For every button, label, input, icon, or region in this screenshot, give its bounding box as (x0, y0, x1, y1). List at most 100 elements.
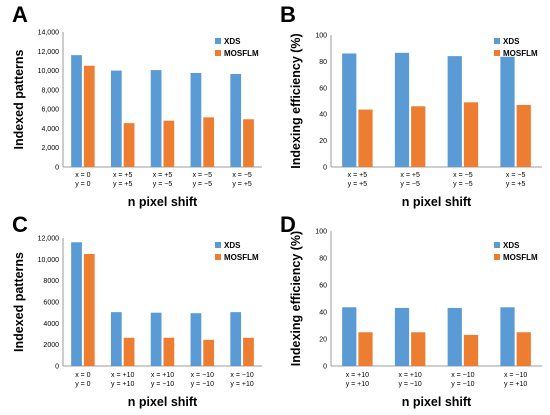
category-label: x = +10 (111, 372, 134, 379)
bar-xds (230, 73, 242, 167)
category-label: x = +5 (348, 172, 368, 179)
y-tick-label: 60 (319, 85, 327, 92)
category-label: x = −10 (451, 372, 474, 379)
category-label: x = −10 (230, 372, 253, 379)
bar-mosflm (358, 109, 373, 167)
legend-label-mosflm: MOSFLM (224, 253, 259, 262)
category-label: y = +5 (113, 181, 133, 188)
y-tick-label: 60 (319, 283, 327, 290)
category-label: x = 0 (75, 372, 90, 379)
y-tick-label: 2000 (43, 342, 59, 349)
y-axis-label: Indexing efficiency (%) (289, 33, 303, 168)
category-label: y = +10 (346, 381, 369, 388)
category-label: y = +10 (111, 381, 134, 388)
category-label: y = 0 (75, 181, 90, 188)
panel-letter: A (12, 2, 28, 27)
category-label: x = +10 (151, 372, 174, 379)
category-label: y = +5 (348, 181, 368, 188)
y-tick-label: 100 (315, 33, 327, 40)
bar-mosflm (358, 332, 373, 366)
category-label: y = −5 (400, 181, 420, 188)
legend-label-xds: XDS (224, 37, 241, 46)
category-label: y = 0 (75, 381, 90, 388)
legend-label-mosflm: MOSFLM (503, 253, 538, 262)
y-tick-label: 12,000 (38, 236, 60, 243)
x-axis-label: n pixel shift (402, 395, 472, 409)
bar-mosflm (411, 106, 426, 167)
legend-swatch-xds (215, 242, 221, 248)
legend-label-xds: XDS (503, 241, 520, 250)
y-tick-label: 2,000 (41, 145, 59, 152)
bar-mosflm (203, 339, 215, 366)
bar-xds (71, 55, 82, 168)
y-tick-label: 40 (319, 310, 327, 317)
y-tick-label: 10,000 (38, 257, 60, 264)
chart-panel-a: A 0 2,000 4,000 6,000 8,000 10,000 12,000 14,000… (12, 2, 262, 209)
category-label: x = +5 (153, 172, 173, 179)
bar-xds (342, 53, 357, 168)
bar-mosflm (123, 337, 135, 366)
legend-label-mosflm: MOSFLM (503, 49, 538, 58)
bar-mosflm (203, 117, 215, 167)
bar-xds (190, 72, 202, 167)
bar-mosflm (83, 254, 95, 366)
y-axis-label: Indexing efficiency (%) (289, 231, 303, 366)
category-label: x = −5 (232, 172, 252, 179)
bar-xds (150, 312, 162, 366)
bar-mosflm (516, 332, 531, 366)
y-tick-label: 0 (55, 165, 59, 172)
legend-swatch-mosflm (215, 50, 221, 56)
bar-xds (150, 70, 162, 167)
legend-swatch-xds (494, 242, 500, 248)
legend-swatch-mosflm (494, 254, 500, 260)
bar-mosflm (463, 334, 479, 366)
y-tick-label: 8000 (43, 278, 59, 285)
category-label: y = −10 (191, 381, 214, 388)
panel-letter: B (280, 2, 296, 27)
category-label: y = +10 (504, 381, 527, 388)
y-tick-label: 14,000 (38, 30, 60, 37)
bar-xds (394, 52, 410, 167)
category-label: x = 0 (75, 172, 90, 179)
category-label: y = −5 (453, 181, 473, 188)
bar-mosflm (463, 102, 479, 167)
x-axis-label: n pixel shift (128, 395, 198, 409)
y-tick-label: 20 (319, 337, 327, 344)
category-label: y = −5 (193, 181, 213, 188)
category-label: x = −10 (504, 372, 527, 379)
category-label: x = +5 (400, 172, 420, 179)
category-label: x = −5 (453, 172, 473, 179)
panel-letter: D (280, 212, 296, 237)
legend-label-xds: XDS (503, 37, 520, 46)
y-tick-label: 8,000 (41, 87, 59, 94)
y-tick-label: 80 (319, 256, 327, 263)
bar-mosflm (163, 337, 175, 366)
y-tick-label: 10,000 (38, 68, 60, 75)
bar-xds (500, 56, 515, 167)
category-label: x = −5 (193, 172, 213, 179)
bar-mosflm (243, 337, 254, 366)
bar-xds (110, 70, 122, 167)
category-label: y = −10 (451, 381, 474, 388)
bar-mosflm (83, 65, 95, 167)
bar-xds (500, 307, 515, 366)
legend-swatch-xds (215, 38, 221, 44)
y-tick-label: 6,000 (41, 107, 59, 114)
y-tick-label: 0 (55, 364, 59, 371)
bar-xds (190, 313, 202, 366)
y-tick-label: 40 (319, 112, 327, 119)
y-tick-label: 4000 (43, 321, 59, 328)
x-axis-label: n pixel shift (128, 195, 198, 209)
bar-xds (447, 307, 462, 366)
bar-xds (110, 312, 122, 366)
legend-label-xds: XDS (224, 241, 241, 250)
bar-mosflm (243, 119, 254, 167)
y-tick-label: 6000 (43, 300, 59, 307)
category-label: y = +5 (506, 181, 526, 188)
category-label: x = +10 (398, 372, 421, 379)
category-label: x = −10 (191, 372, 214, 379)
y-axis-label: Indexed patterns (12, 252, 26, 352)
category-label: y = −10 (151, 381, 174, 388)
y-tick-label: 80 (319, 59, 327, 66)
category-label: y = −5 (153, 181, 173, 188)
